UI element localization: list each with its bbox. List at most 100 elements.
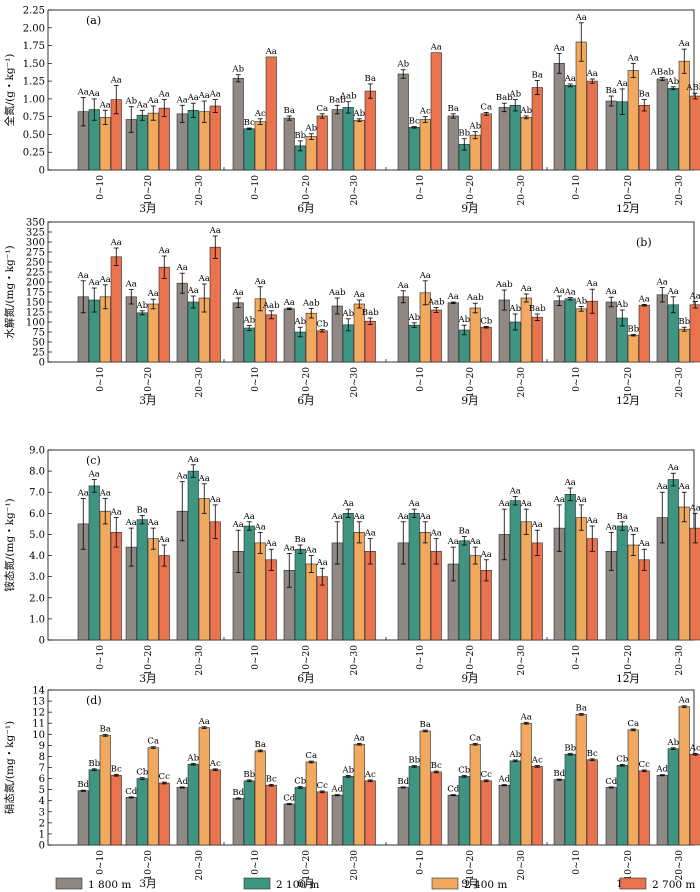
significance-label: Aa (99, 100, 111, 110)
bar (564, 494, 576, 641)
bar (627, 70, 639, 171)
significance-label: Ab (508, 304, 521, 314)
significance-label: Aab (262, 301, 280, 311)
bar (147, 303, 159, 363)
significance-label: Aa (678, 39, 690, 49)
significance-label: Aa (667, 287, 679, 297)
significance-label: Aa (353, 733, 365, 743)
depth-label: 10~20 (302, 850, 312, 881)
bar (553, 300, 565, 363)
significance-label: Ba (576, 703, 587, 713)
panel-label: (c) (86, 454, 101, 467)
y-axis-label: 硝态氮/(mg・kg⁻¹) (3, 721, 16, 814)
significance-label: Bd (77, 780, 89, 790)
significance-label: Aa (575, 495, 587, 505)
y-tick-label: 11 (32, 719, 45, 730)
significance-label: Cb (616, 754, 629, 764)
significance-label: Cb (294, 777, 307, 787)
bar (158, 555, 170, 641)
depth-label: 10~20 (144, 175, 154, 206)
legend-label: 1 800 m (88, 879, 131, 891)
significance-label: Ca (147, 737, 159, 747)
significance-label: Ba (617, 512, 628, 522)
significance-label: Aa (243, 512, 255, 522)
significance-label: Aa (408, 499, 420, 509)
month-label: 6月 (297, 673, 314, 685)
month-label: 3月 (139, 395, 156, 407)
significance-label: Bd (397, 777, 409, 787)
significance-label: Bb (627, 324, 639, 334)
significance-label: Bc (587, 749, 598, 759)
depth-label: 20~30 (517, 367, 527, 398)
significance-label: Ba (639, 90, 650, 100)
bar (209, 521, 221, 641)
significance-label: Aa (564, 288, 576, 298)
significance-label: Aa (480, 550, 492, 560)
significance-label: Bc (244, 118, 255, 128)
panel-1: 0 0.25 0.50 0.75 1.00 1.25 1.50 1.75 2.00 2.25 全氮/… (3, 6, 700, 215)
significance-label: Ac (419, 107, 431, 117)
bar (678, 328, 690, 363)
significance-label: Aa (176, 95, 188, 105)
bar (575, 308, 587, 363)
significance-label: Aa (77, 489, 89, 499)
y-tick-label: 25 (32, 348, 45, 359)
significance-label: Cc (481, 770, 493, 780)
y-tick-label: 0.75 (23, 112, 45, 123)
significance-label: Ca (627, 719, 639, 729)
y-tick-label: 1.00 (23, 94, 45, 105)
legend-label: 2 100 m (276, 879, 319, 891)
significance-label: Aa (331, 512, 343, 522)
bar (342, 776, 354, 846)
bar (294, 787, 306, 846)
y-tick-label: 1 (39, 829, 45, 840)
depth-label: 10~20 (466, 645, 476, 676)
bar (147, 747, 159, 846)
bar (458, 776, 470, 846)
y-tick-label: 12 (32, 708, 45, 719)
significance-label: Bab (329, 95, 346, 105)
bar (605, 301, 617, 363)
bar (575, 517, 587, 641)
depth-label: 0~10 (96, 645, 106, 670)
bar (638, 559, 650, 641)
bar (564, 298, 576, 363)
bar (408, 324, 420, 363)
bar (110, 532, 122, 641)
bar (430, 771, 442, 846)
bar (187, 109, 199, 171)
significance-label: Ab (124, 97, 137, 107)
bar (531, 766, 543, 846)
significance-label: Aa (209, 226, 221, 236)
significance-label: Aa (147, 289, 159, 299)
bar (243, 128, 255, 171)
significance-label: Aa (198, 274, 210, 284)
bar (88, 769, 100, 846)
month-label: 3月 (139, 203, 156, 215)
y-tick-label: 9 (39, 741, 45, 752)
bar (419, 532, 431, 641)
depth-label: 0~10 (572, 367, 582, 392)
significance-label: Aa (254, 522, 266, 532)
significance-label: Aa (147, 518, 159, 528)
significance-label: Ca (316, 104, 328, 114)
bar (564, 753, 576, 846)
bar (136, 114, 148, 171)
significance-label: Aa (176, 472, 188, 482)
bar (678, 60, 690, 171)
significance-label: Bd (553, 769, 565, 779)
bar (316, 576, 328, 641)
y-tick-label: 3.0 (29, 572, 45, 583)
significance-label: Ab (341, 765, 354, 775)
y-tick-label: 0 (39, 636, 45, 647)
bar (77, 790, 89, 846)
significance-label: Ba (365, 74, 376, 84)
depth-label: 10~20 (466, 850, 476, 881)
depth-label: 20~30 (350, 175, 360, 206)
significance-label: Aab (302, 298, 320, 308)
y-tick-label: 0 (39, 358, 45, 369)
depth-label: 20~30 (350, 850, 360, 881)
significance-label: Aa (77, 271, 89, 281)
significance-label: Bc (431, 761, 442, 771)
